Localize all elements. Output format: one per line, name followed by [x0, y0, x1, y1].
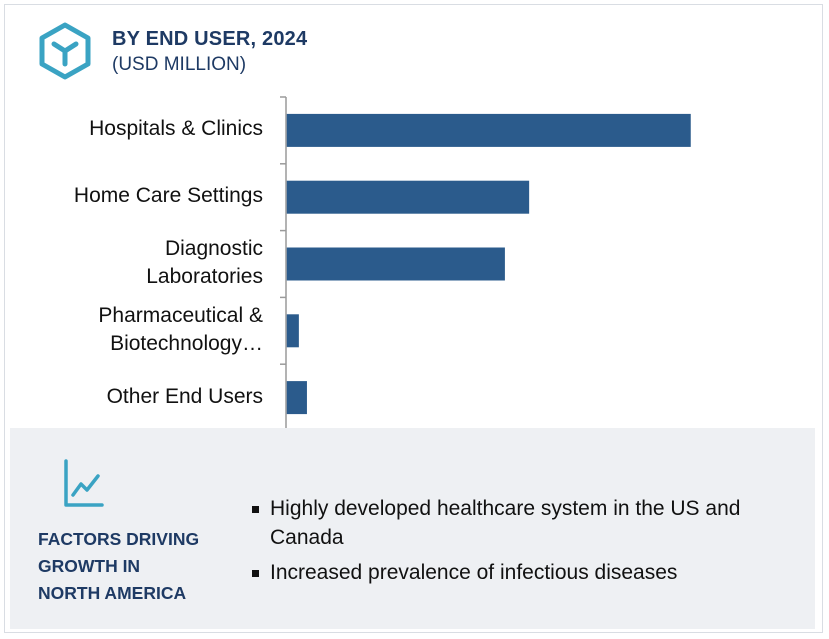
cube-logo-icon: [39, 22, 91, 80]
factor-list: Highly developed healthcare system in th…: [250, 494, 810, 593]
factor-item: Highly developed healthcare system in th…: [250, 494, 810, 552]
category-label: Pharmaceutical & Biotechnology…: [98, 303, 263, 355]
trend-chart-icon: [64, 459, 104, 507]
bullet-icon: [252, 506, 259, 513]
bar-chart: [280, 96, 691, 432]
factors-heading: FACTORS DRIVING GROWTH IN NORTH AMERICA: [38, 529, 200, 603]
factor-text: Highly developed healthcare system in th…: [270, 497, 741, 549]
bullet-icon: [252, 570, 259, 577]
bar: [286, 314, 299, 348]
bar: [286, 180, 530, 214]
factor-item: Increased prevalence of infectious disea…: [250, 558, 810, 587]
factors-panel: [10, 428, 815, 629]
factor-text: Increased prevalence of infectious disea…: [270, 561, 678, 584]
bar: [286, 381, 307, 415]
category-label: Home Care Settings: [73, 184, 263, 208]
category-label: Hospitals & Clinics: [89, 117, 263, 141]
category-label: Diagnostic Laboratories: [146, 237, 263, 288]
chart-title: BY END USER, 2024: [112, 28, 308, 50]
chart-subtitle: (USD MILLION): [112, 54, 247, 75]
category-label: Other End Users: [106, 384, 263, 408]
bar: [286, 247, 505, 281]
bar: [286, 113, 691, 147]
